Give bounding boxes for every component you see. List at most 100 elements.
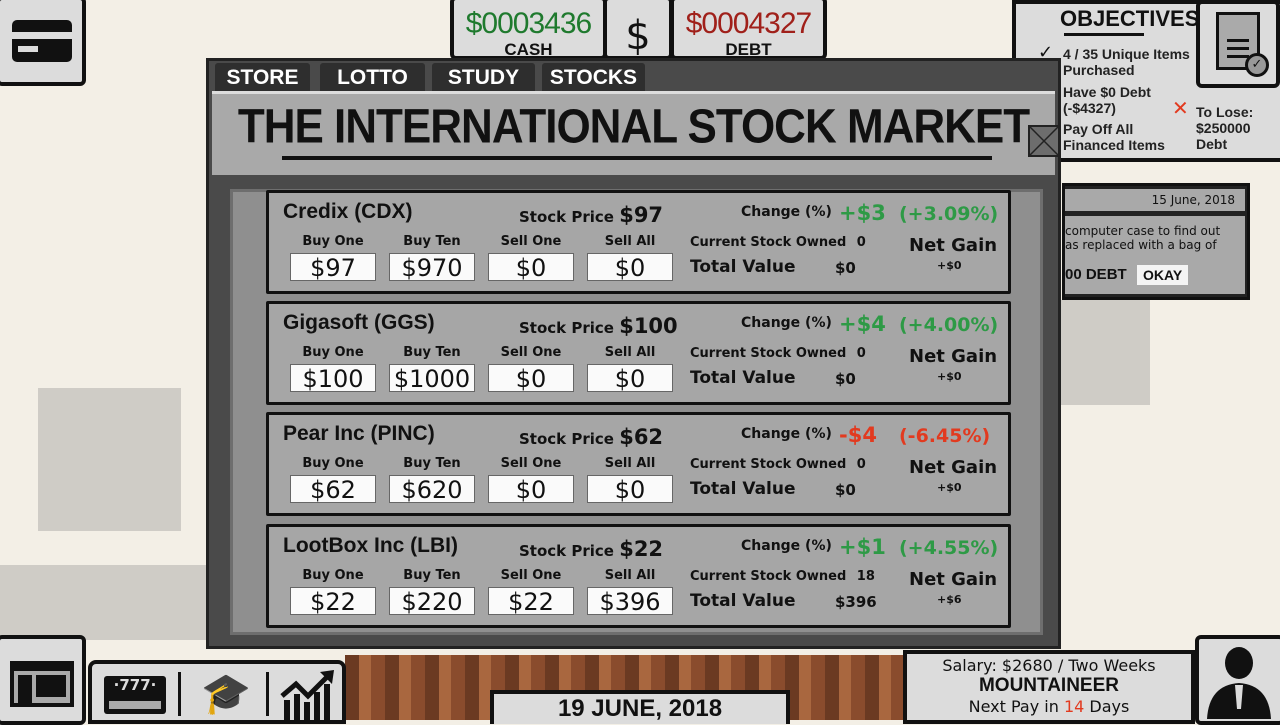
- sell-one-label: Sell One: [500, 234, 562, 249]
- objectives-button[interactable]: ✓: [1196, 0, 1280, 88]
- lotto-button[interactable]: ·777·: [104, 676, 166, 714]
- notification-text: as replaced with a bag of: [1065, 238, 1217, 252]
- salary-text: Salary: $2680 / Two Weeks: [942, 656, 1156, 675]
- buy-ten-button[interactable]: $620: [389, 475, 475, 504]
- close-icon: [1029, 126, 1059, 156]
- sell-one-button[interactable]: $22: [488, 587, 574, 616]
- objectives-panel: OBJECTIVES ✓ 4 / 35 Unique Items Purchas…: [1012, 0, 1280, 162]
- buy-one-button[interactable]: $100: [290, 364, 376, 393]
- owned-value: 0: [856, 457, 866, 472]
- stock-name: Pear Inc (PINC): [283, 422, 435, 445]
- owned-label-text: Current Stock Owned: [690, 235, 847, 250]
- change-percent: (+4.55%): [899, 537, 999, 559]
- change-value: +$3: [839, 201, 886, 225]
- total-value-label: Total Value: [690, 479, 796, 499]
- store-button[interactable]: [0, 635, 86, 725]
- sell-one-label: Sell One: [500, 456, 562, 471]
- buy-one-label: Buy One: [302, 568, 364, 583]
- sell-one-button[interactable]: $0: [488, 475, 574, 504]
- stock-price: Stock Price $22: [519, 537, 663, 561]
- next-pay: Next Pay in 14 Days: [907, 697, 1191, 716]
- profile-button[interactable]: [1195, 635, 1280, 725]
- cash-display: $0003436 CASH: [450, 0, 607, 60]
- notification-panel: 15 June, 2018 computer case to find out …: [1062, 183, 1250, 300]
- change-value: -$4: [839, 423, 877, 447]
- stock-price-label: Stock Price: [519, 430, 614, 448]
- net-gain-label: Net Gain: [909, 235, 998, 256]
- tab-store[interactable]: STORE: [215, 63, 310, 93]
- buy-one-label: Buy One: [302, 234, 364, 249]
- owned-value: 0: [856, 235, 866, 250]
- net-gain-value: +$0: [937, 481, 962, 494]
- tab-study[interactable]: STUDY: [432, 63, 535, 93]
- buy-one-button[interactable]: $22: [290, 587, 376, 616]
- job-title: MOUNTAINEER: [978, 675, 1120, 696]
- stock-name: Credix (CDX): [283, 200, 413, 223]
- change-label: Change (%): [741, 204, 832, 220]
- tab-lotto[interactable]: LOTTO: [320, 63, 425, 93]
- sell-all-button[interactable]: $0: [587, 475, 673, 504]
- net-gain-value: +$0: [937, 259, 962, 272]
- sell-all-button[interactable]: $396: [587, 587, 673, 616]
- window-header: THE INTERNATIONAL STOCK MARKET: [212, 91, 1060, 175]
- buy-ten-label: Buy Ten: [403, 234, 461, 249]
- buy-one-button[interactable]: $97: [290, 253, 376, 282]
- debt-display: $0004327 DEBT: [670, 0, 827, 60]
- total-value: $0: [835, 259, 856, 277]
- currency-button[interactable]: $: [603, 0, 673, 60]
- buy-ten-button[interactable]: $970: [389, 253, 475, 282]
- stock-row: Gigasoft (GGS) Stock Price $100 Change (…: [266, 301, 1011, 405]
- objective-item: Have $0 Debt (-$4327): [1063, 84, 1151, 116]
- background-floor: [0, 565, 210, 640]
- sell-all-label: Sell All: [604, 568, 656, 583]
- change-value: +$1: [839, 535, 886, 559]
- tab-stocks[interactable]: STOCKS: [542, 63, 645, 93]
- stock-price: Stock Price $62: [519, 425, 663, 449]
- wallet-button[interactable]: [0, 0, 86, 86]
- stock-row: Credix (CDX) Stock Price $97 Change (%) …: [266, 190, 1011, 294]
- sell-one-button[interactable]: $0: [488, 253, 574, 282]
- buy-ten-label: Buy Ten: [403, 456, 461, 471]
- buy-one-button[interactable]: $62: [290, 475, 376, 504]
- buy-ten-button[interactable]: $1000: [389, 364, 475, 393]
- stocks-button[interactable]: [280, 670, 336, 720]
- buy-one-label: Buy One: [302, 345, 364, 360]
- close-button[interactable]: [1028, 125, 1060, 157]
- change-label: Change (%): [741, 426, 832, 442]
- cash-value: $0003436: [465, 7, 592, 40]
- storefront-icon: [10, 661, 74, 707]
- sell-all-button[interactable]: $0: [587, 364, 673, 393]
- sell-all-label: Sell All: [604, 456, 656, 471]
- change-value: +$4: [839, 312, 886, 336]
- change-percent: (-6.45%): [899, 425, 991, 447]
- next-pay-days: 14: [1063, 697, 1085, 716]
- owned-value: 18: [856, 569, 875, 584]
- sell-one-label: Sell One: [500, 568, 562, 583]
- total-value: $0: [835, 481, 856, 499]
- net-gain-label: Net Gain: [909, 457, 998, 478]
- sell-one-button[interactable]: $0: [488, 364, 574, 393]
- debt-label: DEBT: [725, 40, 772, 59]
- notification-debt: 00 DEBT: [1065, 266, 1127, 283]
- stock-name: LootBox Inc (LBI): [283, 534, 458, 557]
- current-date: 19 JUNE, 2018: [490, 690, 790, 724]
- sell-all-button[interactable]: $0: [587, 253, 673, 282]
- study-button[interactable]: 🎓: [190, 670, 262, 718]
- divider: [178, 672, 181, 716]
- document-check-icon: ✓: [1216, 12, 1269, 77]
- debt-value: $0004327: [685, 7, 812, 40]
- businessman-avatar-icon: [1207, 647, 1271, 719]
- salary-panel: Salary: $2680 / Two Weeks MOUNTAINEER Ne…: [903, 650, 1195, 724]
- stock-price-value: $62: [619, 425, 664, 449]
- next-pay-suffix: Days: [1089, 697, 1130, 716]
- stock-name: Gigasoft (GGS): [283, 311, 435, 334]
- net-gain-label: Net Gain: [909, 346, 998, 367]
- objectives-underline: [1064, 33, 1144, 36]
- okay-button[interactable]: OKAY: [1137, 265, 1189, 285]
- stock-price-value: $100: [619, 314, 678, 338]
- change-label: Change (%): [741, 538, 832, 554]
- stock-row: LootBox Inc (LBI) Stock Price $22 Change…: [266, 524, 1011, 628]
- objective-item: Pay Off All Financed Items: [1063, 121, 1165, 153]
- buy-ten-button[interactable]: $220: [389, 587, 475, 616]
- credit-card-icon: [12, 20, 72, 62]
